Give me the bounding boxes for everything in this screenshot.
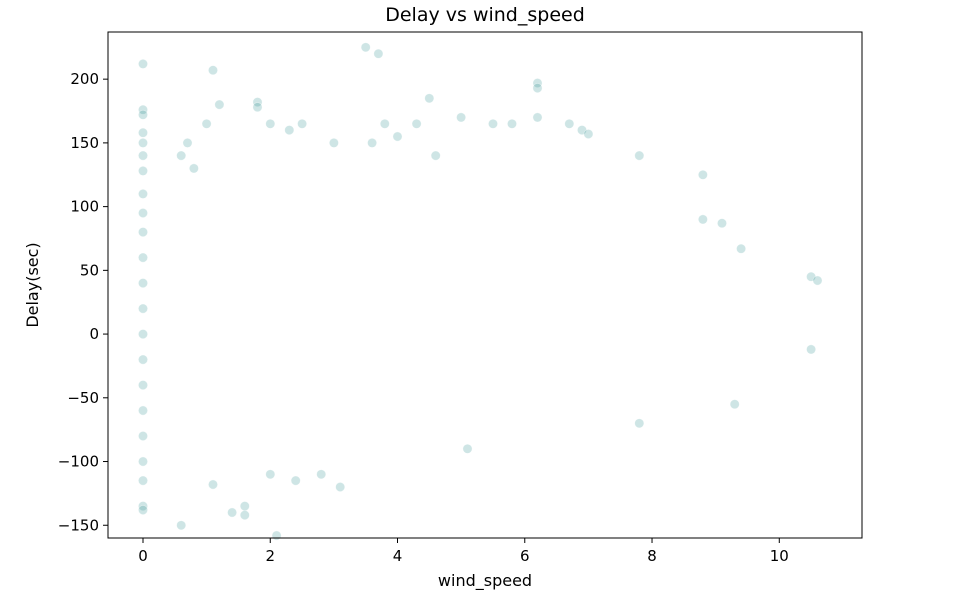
data-point	[138, 188, 148, 199]
data-point	[284, 125, 295, 136]
data-point	[138, 329, 148, 339]
data-point	[265, 118, 276, 129]
y-axis: −150 −100 −50 0 50 100 150 200	[58, 70, 108, 534]
data-point	[360, 42, 371, 53]
data-point	[138, 505, 148, 515]
data-point	[201, 118, 212, 129]
data-point	[411, 118, 422, 129]
data-point	[252, 102, 263, 113]
data-point	[271, 530, 282, 541]
data-point	[138, 278, 148, 288]
data-point	[328, 137, 339, 148]
y-tick-label: 0	[89, 325, 99, 343]
x-tick-label: 0	[138, 547, 148, 565]
data-point	[806, 344, 816, 355]
x-tick-label: 10	[770, 547, 789, 565]
data-point	[462, 443, 473, 454]
data-point	[297, 118, 307, 129]
y-tick-label: 100	[70, 198, 99, 216]
data-point	[138, 104, 148, 115]
data-point	[227, 507, 237, 518]
data-point	[138, 150, 148, 161]
data-point	[634, 418, 645, 429]
data-point	[176, 150, 187, 161]
data-point	[239, 510, 250, 520]
x-tick-label: 2	[265, 547, 275, 565]
data-point	[138, 456, 148, 467]
x-tick-label: 6	[520, 547, 530, 565]
x-axis-label: wind_speed	[438, 571, 532, 591]
y-tick-label: 200	[70, 70, 99, 88]
data-point	[138, 109, 148, 120]
data-point	[373, 48, 384, 59]
data-point	[138, 303, 148, 314]
data-point	[239, 501, 250, 511]
data-point	[138, 475, 148, 486]
y-tick-label: −100	[58, 453, 99, 471]
data-point	[736, 243, 746, 254]
data-point	[138, 208, 148, 218]
data-point	[138, 227, 148, 237]
y-tick-label: 50	[80, 261, 99, 279]
data-point	[430, 150, 441, 161]
x-tick-label: 4	[393, 547, 403, 565]
data-point	[138, 165, 148, 176]
data-point	[138, 405, 148, 416]
x-axis: 0 2 4 6 8 10	[138, 538, 789, 565]
data-point	[290, 475, 301, 486]
data-point	[208, 65, 218, 76]
data-point	[379, 118, 390, 129]
data-point	[138, 501, 148, 511]
data-point	[188, 163, 199, 174]
data-point	[182, 137, 193, 148]
data-point	[583, 129, 594, 139]
data-point	[729, 399, 740, 410]
data-point	[335, 482, 346, 492]
data-point	[698, 169, 708, 180]
chart-title: Delay vs wind_speed	[385, 4, 585, 26]
data-point	[698, 214, 708, 225]
data-point	[176, 520, 187, 531]
data-point	[532, 78, 543, 88]
points-layer	[138, 42, 823, 541]
data-point	[532, 83, 543, 93]
data-point	[367, 137, 377, 148]
data-point	[138, 137, 148, 148]
data-point	[634, 150, 645, 161]
data-point	[214, 99, 225, 110]
data-point	[138, 431, 148, 441]
data-point	[265, 469, 276, 480]
data-point	[252, 97, 263, 107]
data-point	[138, 59, 148, 69]
x-tick-label: 8	[647, 547, 657, 565]
data-point	[392, 131, 403, 142]
data-point	[138, 380, 148, 390]
data-point	[138, 252, 148, 263]
data-point	[507, 118, 517, 129]
y-tick-label: 150	[70, 134, 99, 152]
data-point	[138, 127, 148, 138]
plot-area-frame	[107, 31, 863, 539]
data-point	[564, 118, 575, 129]
y-tick-label: −150	[58, 516, 99, 534]
y-axis-label: Delay(sec)	[23, 242, 42, 327]
data-point	[456, 112, 466, 123]
data-point	[138, 354, 148, 365]
y-tick-label: −50	[67, 389, 99, 407]
data-point	[424, 93, 435, 104]
data-point	[316, 469, 327, 480]
data-point	[812, 275, 823, 286]
data-point	[208, 479, 218, 490]
data-point	[717, 218, 727, 229]
data-point	[488, 118, 498, 129]
data-point	[532, 112, 543, 123]
